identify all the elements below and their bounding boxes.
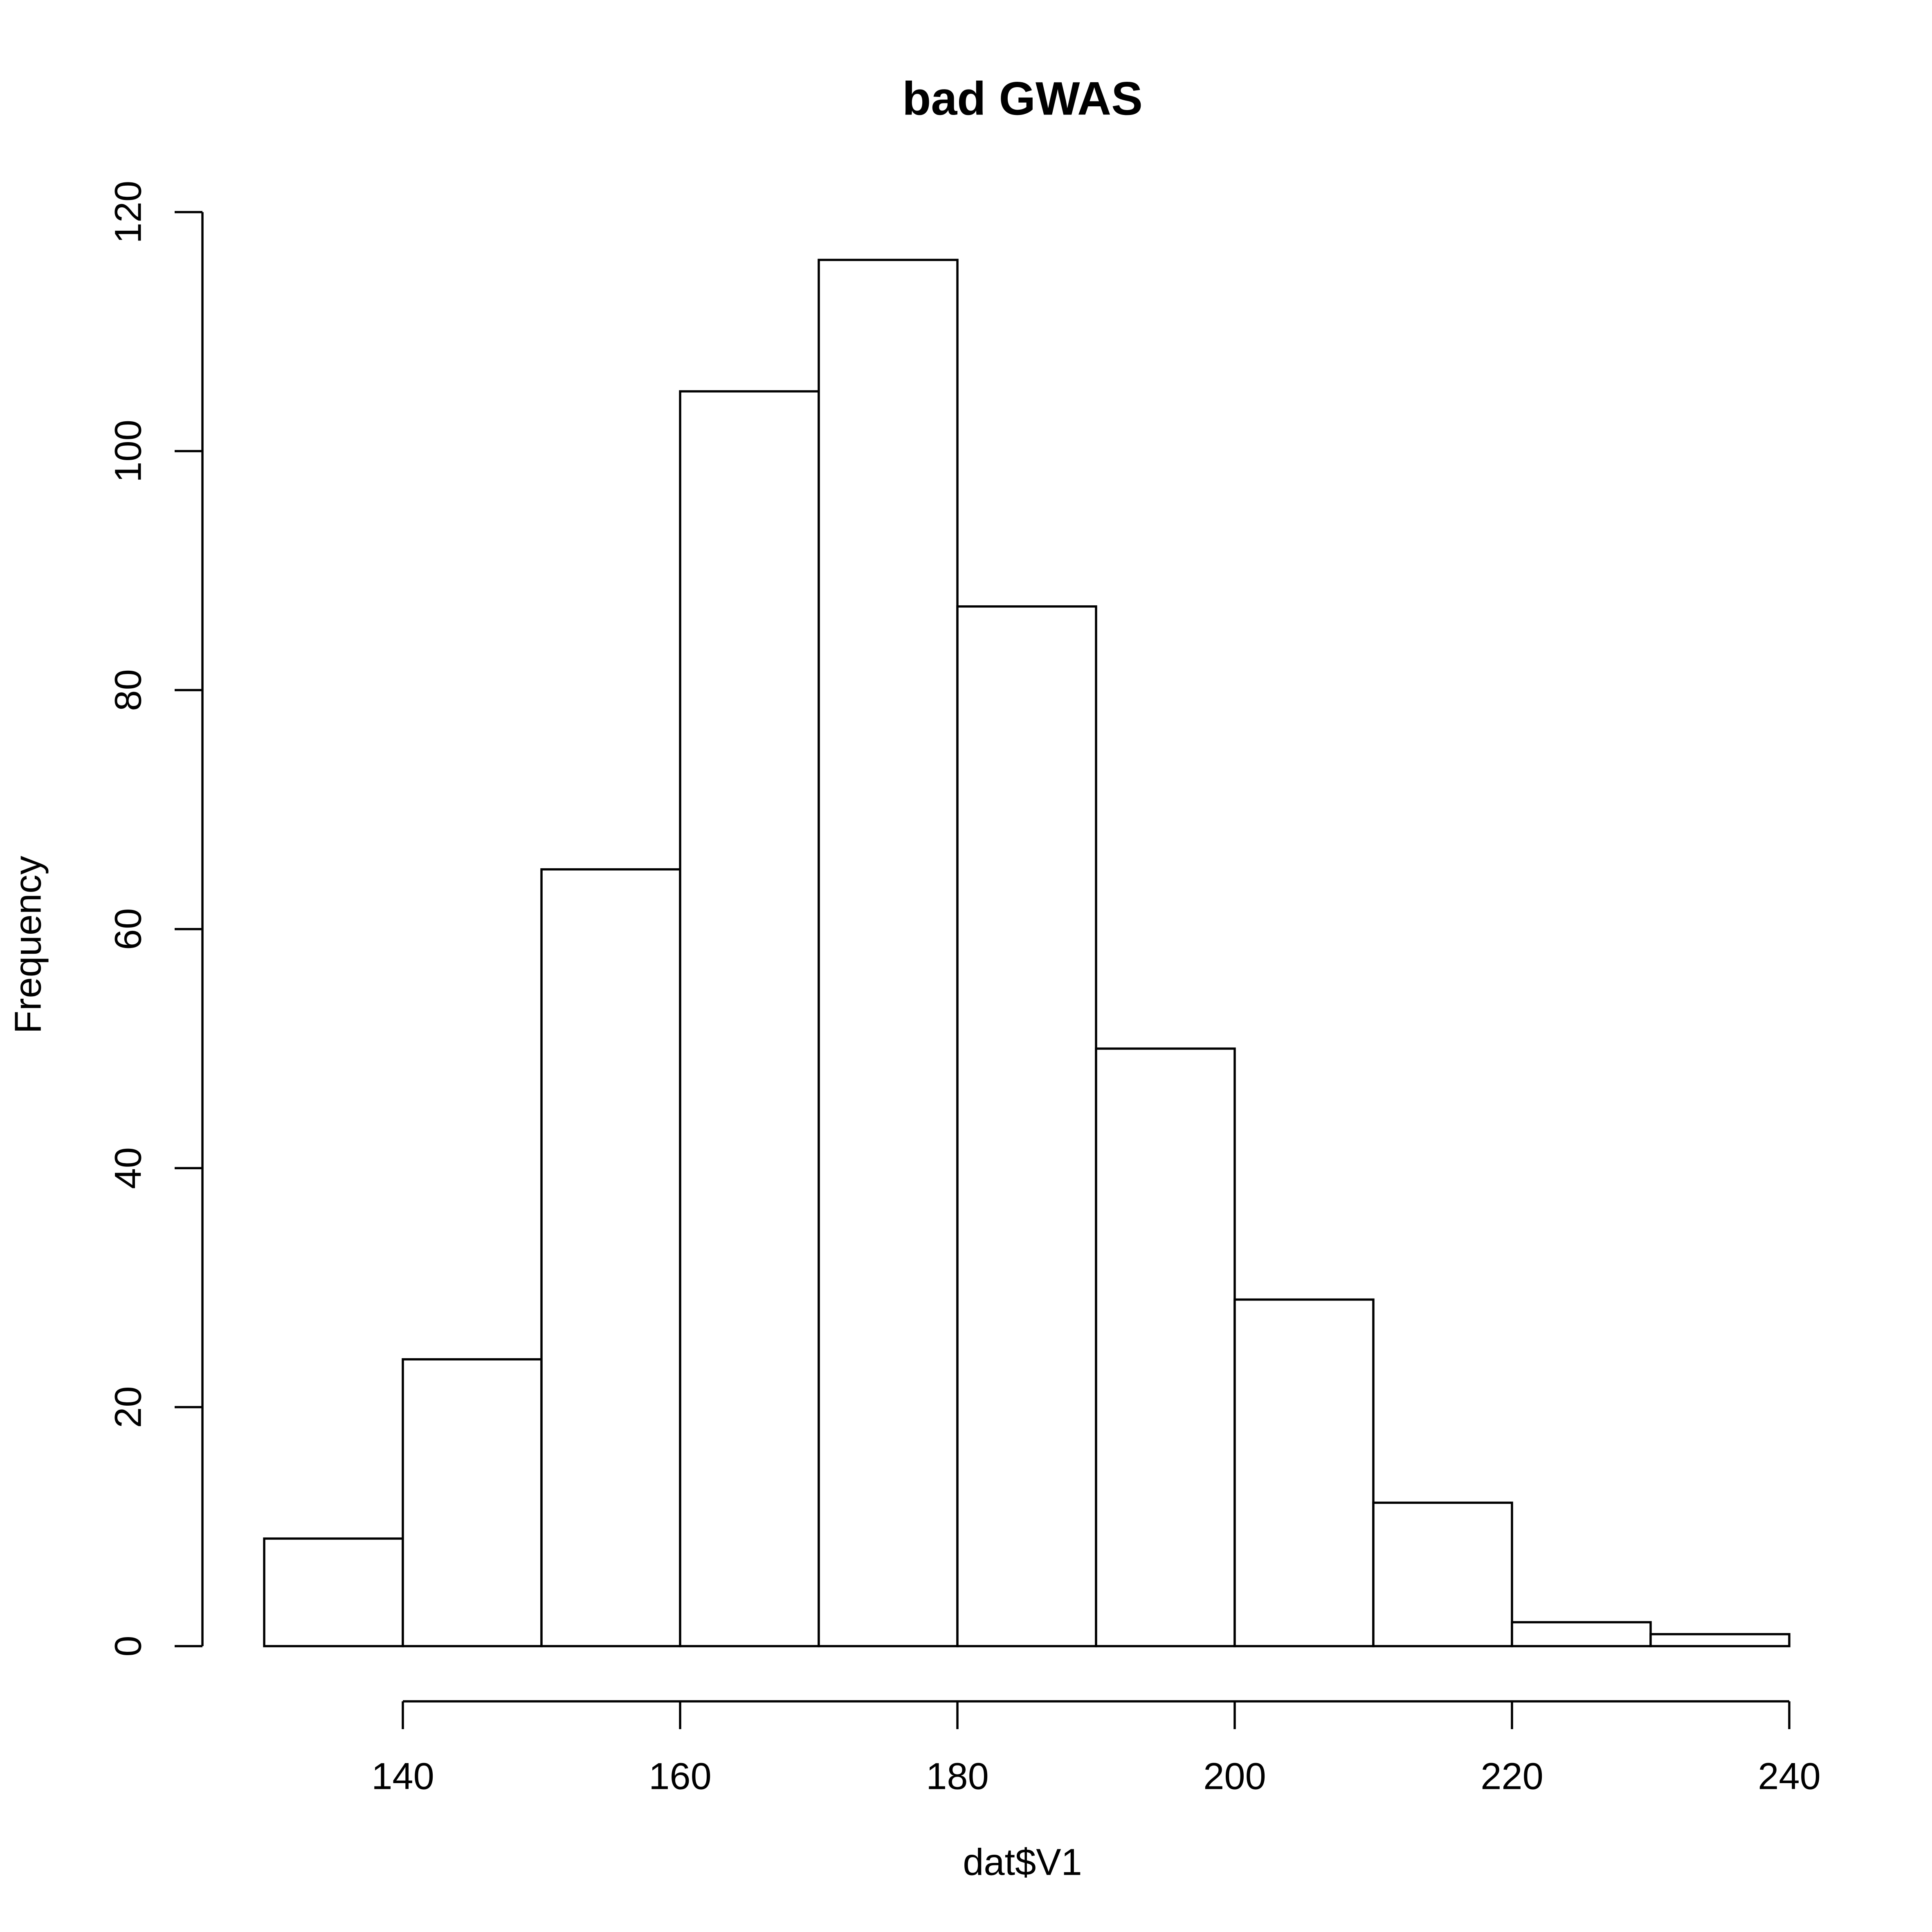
x-tick-label: 200: [1203, 1755, 1266, 1797]
histogram-bar: [540, 868, 681, 1647]
y-tick-label: 100: [107, 420, 149, 483]
histogram-bar: [956, 605, 1097, 1647]
histogram-bar: [1649, 1633, 1790, 1647]
histogram-bar: [1372, 1501, 1513, 1647]
x-tick-label: 180: [926, 1755, 989, 1797]
histogram-bar: [679, 390, 820, 1647]
y-tick-label: 80: [107, 669, 149, 711]
x-axis-label: dat$V1: [963, 1841, 1082, 1883]
histogram-bar: [818, 258, 959, 1647]
y-axis: 0 20 40 60 80 100 120: [107, 181, 204, 1657]
histogram-bars: [263, 258, 1790, 1647]
histogram-bar: [263, 1537, 404, 1647]
x-tick-label: 160: [649, 1755, 712, 1797]
y-tick-label: 120: [107, 181, 149, 244]
y-axis-label: Frequency: [7, 856, 49, 1034]
x-axis: 140 160 180 200 220 240: [371, 1700, 1821, 1797]
histogram-bar: [402, 1358, 543, 1647]
x-tick-label: 140: [371, 1755, 434, 1797]
y-tick-label: 20: [107, 1386, 149, 1428]
y-tick-label: 0: [107, 1635, 149, 1656]
x-tick-label: 240: [1758, 1755, 1821, 1797]
x-tick-label: 220: [1480, 1755, 1543, 1797]
histogram-bar: [1233, 1298, 1375, 1647]
histogram-bar: [1095, 1047, 1236, 1647]
y-tick-label: 60: [107, 908, 149, 950]
chart-title: bad GWAS: [902, 72, 1143, 125]
y-tick-label: 40: [107, 1147, 149, 1189]
histogram-bar: [1511, 1621, 1652, 1647]
